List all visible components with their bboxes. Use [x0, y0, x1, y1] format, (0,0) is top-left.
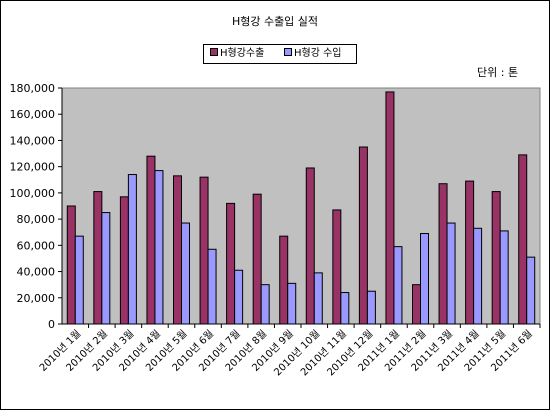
y-tick-label: 120,000 [10, 161, 56, 174]
bar-export [93, 191, 103, 325]
bar-import [101, 212, 111, 325]
chart-title: H형강 수출입 실적 [231, 15, 319, 28]
bar-import [127, 174, 137, 325]
bar-export [438, 183, 448, 325]
bar-import [287, 282, 297, 325]
bar-export [518, 154, 528, 325]
y-tick-label: 100,000 [10, 187, 56, 200]
legend-swatch-import [284, 48, 292, 56]
bar-export [226, 202, 236, 325]
y-tick-label: 60,000 [17, 239, 56, 252]
legend: H형강수출 H형강 수입 [203, 44, 357, 64]
unit-label: 단위 : 톤 [477, 66, 519, 79]
bar-export [332, 209, 342, 325]
bar-export [66, 205, 76, 325]
bar-import [181, 222, 190, 325]
bar-export [119, 196, 129, 325]
legend-swatch-export [210, 48, 218, 56]
y-tick-label: 160,000 [10, 108, 56, 121]
bar-export [173, 175, 182, 325]
bar-import [526, 256, 536, 325]
bar-import [393, 246, 403, 325]
bar-export [199, 176, 209, 325]
bar-export [146, 155, 156, 325]
bar-import [420, 233, 429, 325]
bar-export [252, 193, 262, 325]
bar-import [340, 292, 350, 325]
plot-area [61, 87, 541, 325]
bar-export [491, 191, 501, 325]
y-tick-label: 140,000 [10, 134, 56, 147]
legend-label-import: H형강 수입 [294, 48, 342, 59]
y-tick-label: 180,000 [10, 82, 56, 95]
bar-import [74, 235, 84, 325]
bar-import [366, 290, 376, 325]
bar-export [358, 146, 368, 325]
bar-import [473, 227, 483, 325]
bar-import [260, 284, 270, 325]
bar-export [465, 180, 475, 325]
bar-import [207, 248, 217, 325]
bar-export [412, 284, 421, 325]
x-tick-label: 2010년 11월 [298, 328, 349, 379]
y-tick-label: 0 [48, 318, 55, 331]
x-tick-label: 2010년 10월 [272, 328, 323, 379]
bar-import [446, 222, 456, 325]
legend-label-export: H형강수출 [220, 48, 265, 59]
bar-export [385, 91, 395, 325]
legend-item-export: H형강수출 [210, 48, 264, 60]
bar-import [313, 272, 323, 325]
bar-export [305, 167, 315, 325]
x-tick-label: 2010년 12월 [325, 328, 376, 379]
y-tick-label: 40,000 [17, 266, 56, 279]
bar-import [499, 230, 509, 325]
y-tick-label: 20,000 [17, 292, 56, 305]
bar-export [279, 235, 289, 325]
legend-item-import: H형강 수입 [284, 48, 342, 60]
bar-import [234, 269, 244, 325]
y-tick-label: 80,000 [17, 213, 56, 226]
bar-import [154, 170, 164, 325]
